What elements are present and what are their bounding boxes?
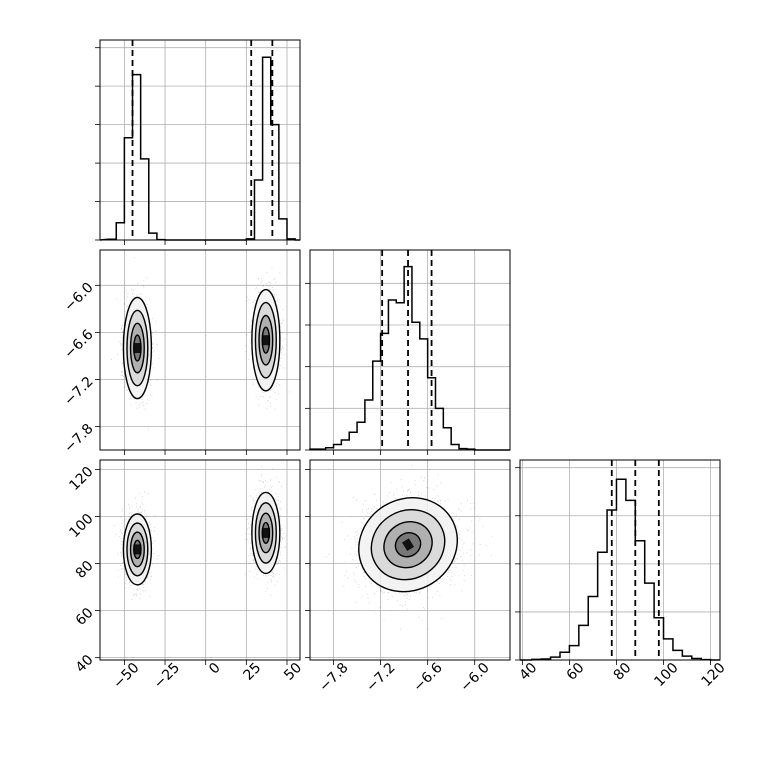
x-tick-label: 0 xyxy=(206,660,224,678)
histogram-bin xyxy=(396,303,404,450)
y-tick-label: −7.8 xyxy=(61,421,96,456)
scatter-layer xyxy=(325,460,493,630)
density-contour xyxy=(254,502,277,564)
x-tick-label: 25 xyxy=(241,660,265,684)
histogram-bin xyxy=(588,597,597,660)
x-tick-label: −7.8 xyxy=(316,660,351,695)
y-tick-label: 120 xyxy=(66,464,96,494)
scatter-p2-p0-panel: −50 −25 0 25 50 40 60 80 100 120 xyxy=(66,459,305,692)
histogram-bin xyxy=(116,223,124,240)
histogram-bin xyxy=(569,646,578,660)
x-tick-label: −6.6 xyxy=(410,660,445,695)
x-tick-label: −50 xyxy=(110,660,142,692)
x-tick-label: −7.2 xyxy=(363,660,398,695)
hist-p0-panel xyxy=(95,39,301,245)
panel-frame xyxy=(309,459,511,661)
histogram-bin xyxy=(635,541,644,660)
scatter-p1-p0-panel: −7.8 −7.2 −6.6 −6.0 xyxy=(61,249,301,456)
density-contour xyxy=(258,314,274,366)
density-contour xyxy=(129,531,145,568)
histogram-bin xyxy=(451,444,459,450)
density-contour xyxy=(126,522,149,577)
histogram-bin xyxy=(664,639,673,660)
histogram-bin xyxy=(141,159,149,240)
histogram-bin xyxy=(334,444,342,450)
histogram-outline xyxy=(520,478,720,661)
x-tick-label: 50 xyxy=(281,660,305,684)
histogram-bin xyxy=(124,138,132,240)
x-tick-label: −6.0 xyxy=(457,660,492,695)
density-contour xyxy=(261,521,271,544)
density-contour xyxy=(261,326,271,354)
density-contour xyxy=(126,309,149,387)
panel-frame xyxy=(99,249,301,451)
histogram-bin xyxy=(412,322,420,450)
y-tick-label: −7.2 xyxy=(61,374,96,409)
histogram-bin xyxy=(645,583,654,660)
panel-frame xyxy=(309,249,511,451)
panel-frame xyxy=(99,459,301,661)
histogram-bin xyxy=(673,650,682,660)
density-peak xyxy=(133,343,142,354)
histogram-bin xyxy=(420,339,428,450)
y-tick-label: 60 xyxy=(73,605,97,629)
y-tick-label: 80 xyxy=(73,558,97,582)
density-contour xyxy=(133,539,142,560)
x-tick-label: 120 xyxy=(698,660,728,690)
hist-p1-panel xyxy=(305,249,511,455)
x-tick-label: 40 xyxy=(517,660,541,684)
histogram-bin xyxy=(149,233,157,240)
density-contour xyxy=(129,322,145,374)
x-tick-label: 80 xyxy=(611,660,635,684)
density-peak xyxy=(133,544,142,555)
x-tick-label: 100 xyxy=(651,660,681,690)
x-tick-label: 60 xyxy=(564,660,588,684)
density-contour xyxy=(383,521,433,569)
histogram-bin xyxy=(373,361,381,450)
histogram-outline xyxy=(309,265,510,451)
histogram-bin xyxy=(349,432,357,450)
density-contour xyxy=(370,509,446,581)
x-tick-label: −25 xyxy=(151,660,183,692)
density-contour xyxy=(394,531,422,558)
histogram-bin xyxy=(560,652,569,660)
histogram-bin xyxy=(443,428,451,450)
histogram-bin xyxy=(365,400,373,450)
scatter-layer xyxy=(111,250,291,430)
y-tick-label: 100 xyxy=(66,511,96,541)
histogram-bin xyxy=(626,500,635,660)
histogram-bin xyxy=(133,75,141,240)
histogram-bin xyxy=(254,180,262,240)
density-peak xyxy=(261,527,270,538)
density-contour xyxy=(122,513,153,586)
histogram-bin xyxy=(435,408,443,450)
density-peak xyxy=(261,335,270,346)
histogram-bin xyxy=(357,422,365,450)
histogram-bin xyxy=(279,219,287,240)
panel-background xyxy=(520,460,720,660)
y-tick-label: −6.0 xyxy=(61,280,96,315)
density-contour xyxy=(251,288,281,392)
scatter-p2-p1-panel: −7.8 −7.2 −6.6 −6.0 xyxy=(305,459,511,695)
density-contour xyxy=(122,296,153,400)
histogram-bin xyxy=(598,552,607,660)
density-contour xyxy=(258,512,274,554)
density-contour xyxy=(358,497,458,593)
scatter-layer xyxy=(113,466,286,600)
histogram-bin xyxy=(263,57,271,240)
histogram-bin xyxy=(616,479,625,660)
panel-frame xyxy=(519,459,721,661)
histogram-bin xyxy=(579,625,588,660)
y-tick-label: −6.6 xyxy=(61,327,96,362)
density-peak xyxy=(402,538,415,552)
histogram-bin xyxy=(388,300,396,450)
panel-frame xyxy=(99,39,301,241)
y-tick-label: 40 xyxy=(73,652,97,676)
density-contour xyxy=(251,491,281,575)
density-contour xyxy=(133,334,142,362)
histogram-bin xyxy=(341,440,349,450)
hist-p2-panel: 40 60 80 100 120 xyxy=(515,459,729,690)
density-contour xyxy=(254,301,277,379)
